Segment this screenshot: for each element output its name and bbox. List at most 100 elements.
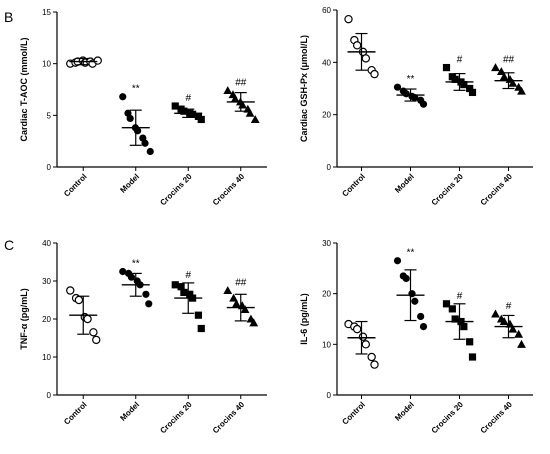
- y-tick-label: 20: [322, 290, 331, 299]
- data-point: [194, 311, 203, 319]
- significance-mark: ##: [235, 78, 247, 89]
- data-point: [74, 295, 84, 305]
- significance-mark: **: [407, 74, 415, 85]
- x-tick-label: Control: [340, 172, 366, 198]
- data-point: [197, 115, 205, 124]
- data-point: [188, 110, 197, 118]
- data-point: [468, 353, 477, 361]
- data-point: [223, 86, 233, 95]
- data-point: [499, 72, 509, 81]
- data-point: [186, 290, 194, 298]
- group-2: **: [119, 259, 153, 308]
- data-point: [358, 332, 368, 341]
- data-point: [361, 340, 371, 349]
- data-point: [393, 83, 402, 91]
- data-point: [197, 324, 205, 333]
- y-tick-label: 10: [322, 340, 331, 349]
- significance-mark: #: [185, 93, 191, 104]
- data-point: [240, 305, 250, 314]
- chart-1: 0 5 10 15 Cardiac T-AOC (mmol/L) Control Model…: [19, 8, 267, 207]
- y-tick-label: 0: [327, 391, 332, 400]
- group-2: **: [393, 74, 428, 108]
- group-4: ##: [223, 78, 260, 123]
- x-tick-label: Crocins 20: [430, 172, 466, 208]
- x-tick-label: Crocins 40: [479, 172, 515, 208]
- data-point: [180, 288, 188, 296]
- data-point: [517, 339, 526, 348]
- data-point: [250, 115, 260, 123]
- group-1: [344, 319, 379, 369]
- y-tick-label: 40: [42, 239, 51, 248]
- data-point: [230, 94, 240, 103]
- data-point: [370, 360, 379, 369]
- data-point: [142, 290, 150, 298]
- x-tick-label: Crocins 20: [158, 172, 194, 208]
- group-3: #: [171, 270, 205, 333]
- group-4: #: [491, 301, 526, 348]
- chart-3: 0 10 20 30 40 TNF-α (pg/mL) Control Model Crocin…: [19, 239, 267, 435]
- data-point: [442, 300, 451, 308]
- significance-mark: ##: [503, 55, 515, 66]
- chart-2: 0 20 40 60 Cardiac GSH-Px (μmol/L) Control Mod…: [299, 6, 533, 207]
- group-2: **: [393, 248, 428, 331]
- x-tick-label: Model: [118, 400, 141, 423]
- significance-mark: **: [407, 248, 415, 259]
- data-point: [393, 257, 402, 265]
- significance-mark: **: [132, 84, 140, 95]
- data-point: [460, 323, 468, 331]
- y-axis-label: TNF-α (pg/mL): [19, 288, 29, 350]
- data-point: [66, 286, 75, 295]
- data-point: [460, 80, 468, 89]
- data-point: [514, 329, 524, 338]
- significance-mark: #: [506, 301, 512, 312]
- data-point: [419, 323, 428, 331]
- group-3: #: [442, 291, 477, 361]
- data-point: [442, 63, 451, 72]
- y-axis-label: Cardiac GSH-Px (μmol/L): [299, 35, 309, 142]
- data-point: [370, 69, 379, 79]
- data-point: [249, 318, 259, 327]
- data-point: [127, 273, 136, 281]
- y-tick-label: 5: [47, 111, 52, 120]
- data-point: [119, 93, 127, 101]
- x-tick-label: Model: [393, 400, 416, 423]
- data-point: [180, 107, 188, 115]
- data-point: [505, 319, 515, 328]
- group-2: **: [119, 84, 154, 156]
- significance-mark: #: [457, 55, 463, 66]
- data-point: [126, 114, 134, 123]
- group-1: [66, 56, 102, 68]
- significance-mark: ##: [235, 278, 247, 289]
- data-point: [468, 88, 477, 97]
- data-point: [367, 352, 376, 362]
- y-tick-label: 20: [322, 111, 331, 120]
- group-3: #: [442, 55, 477, 97]
- x-tick-label: Control: [62, 172, 88, 198]
- chart-4: 0 10 20 30 IL-6 (pg/mL) Control Model Crocins 2…: [299, 239, 533, 435]
- data-point: [451, 315, 459, 323]
- data-point: [417, 312, 425, 321]
- data-point: [89, 328, 98, 337]
- data-point: [491, 309, 500, 318]
- group-1: [66, 286, 101, 345]
- significance-mark: **: [132, 259, 140, 270]
- data-point: [245, 108, 255, 117]
- y-tick-label: 0: [327, 163, 332, 172]
- data-point: [171, 281, 179, 289]
- data-point: [229, 293, 238, 302]
- significance-mark: #: [457, 291, 463, 302]
- data-point: [361, 54, 371, 63]
- y-tick-label: 30: [322, 239, 331, 248]
- y-tick-label: 10: [42, 60, 51, 69]
- y-tick-label: 0: [47, 391, 52, 400]
- x-tick-label: Crocins 40: [211, 400, 247, 436]
- data-point: [451, 75, 459, 83]
- data-point: [402, 274, 410, 283]
- data-point: [419, 100, 428, 108]
- panel-letter-b: B: [4, 9, 13, 25]
- y-tick-label: 0: [47, 163, 52, 172]
- data-point: [466, 84, 474, 93]
- y-tick-label: 40: [322, 58, 331, 67]
- data-point: [145, 300, 153, 308]
